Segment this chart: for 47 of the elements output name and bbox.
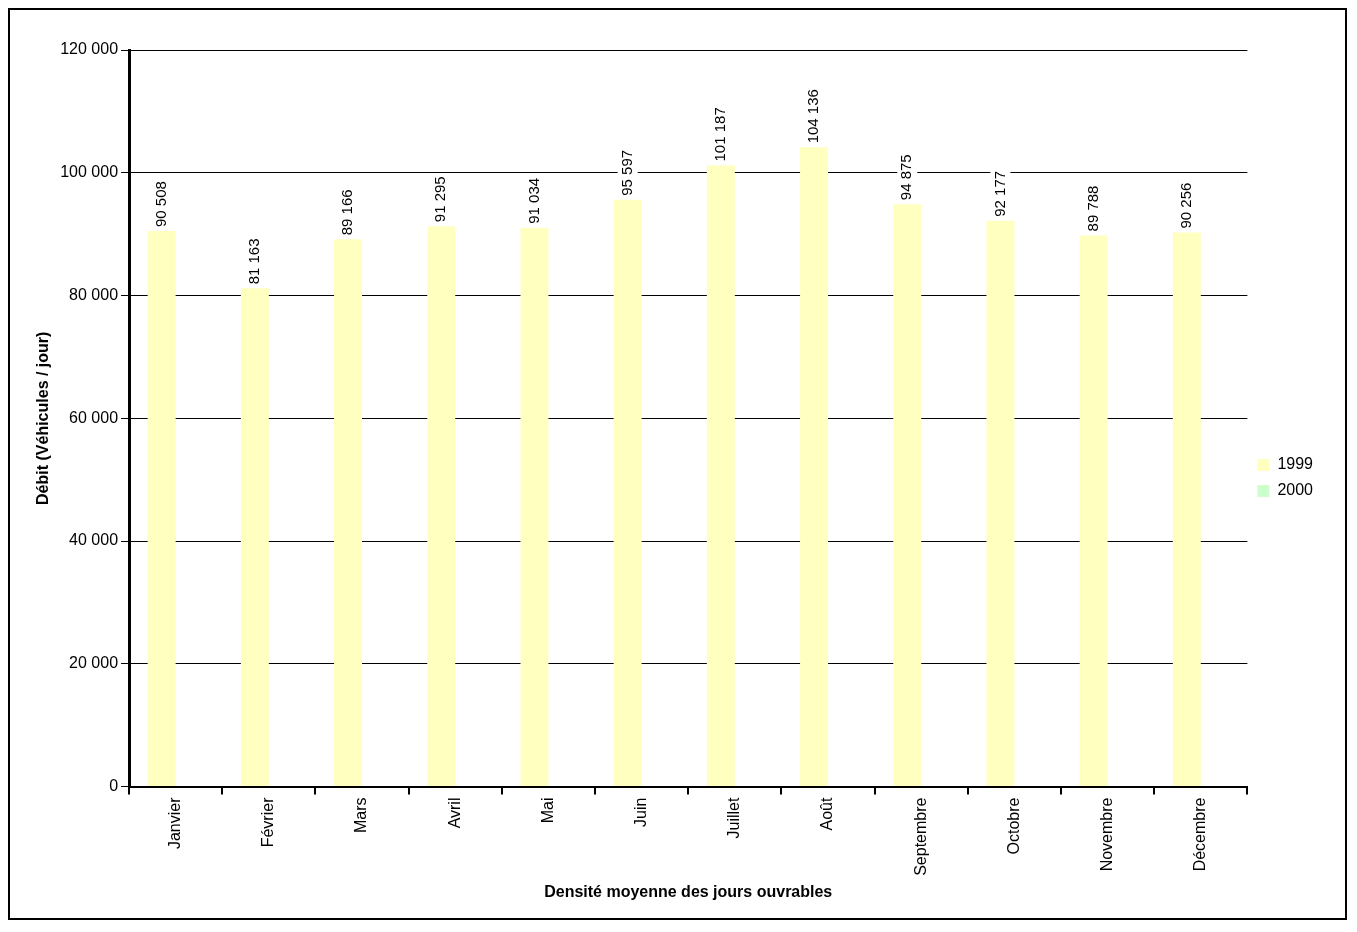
data-label: 101 187 <box>710 107 728 162</box>
bar <box>1079 235 1108 787</box>
data-label: 89 788 <box>1083 185 1101 232</box>
y-tick-label: 80 000 <box>69 285 119 303</box>
data-label: 92 177 <box>990 170 1008 217</box>
x-tick-label: Décembre <box>1191 797 1209 872</box>
bar <box>427 226 456 787</box>
x-axis-title: Densité moyenne des jours ouvrables <box>544 882 833 900</box>
bar <box>147 231 176 787</box>
data-label: 90 508 <box>151 181 169 228</box>
bar <box>893 204 922 787</box>
data-label: 104 136 <box>804 89 822 144</box>
data-label: 94 875 <box>897 154 915 201</box>
legend-label: 2000 <box>1277 481 1314 499</box>
x-tick-label: Mars <box>352 797 370 834</box>
data-label: 91 295 <box>431 176 449 223</box>
data-label: 91 034 <box>524 177 542 224</box>
x-tick-label: Novembre <box>1098 797 1116 872</box>
data-label: 89 166 <box>338 189 356 236</box>
y-tick-label: 60 000 <box>69 408 119 426</box>
y-tick-label: 100 000 <box>60 163 119 181</box>
y-tick-label: 40 000 <box>69 531 119 549</box>
x-tick-label: Avril <box>445 797 463 829</box>
x-tick-label: Octobre <box>1004 797 1022 855</box>
bar <box>613 199 642 787</box>
y-axis-title: Débit (Véhicules / jour) <box>34 331 52 505</box>
bar <box>1172 232 1201 787</box>
x-tick-label: Janvier <box>166 796 184 850</box>
x-tick-label: Février <box>259 796 277 848</box>
bar <box>800 147 829 787</box>
bar <box>986 220 1015 787</box>
data-label: 90 256 <box>1176 182 1194 229</box>
y-tick-label: 20 000 <box>69 654 119 672</box>
y-tick-label: 0 <box>109 776 119 794</box>
x-tick-label: Mai <box>538 797 556 824</box>
data-label: 95 597 <box>617 149 635 196</box>
x-tick-label: Septembre <box>911 797 929 876</box>
x-tick-label: Juin <box>632 797 650 827</box>
x-tick-label: Juillet <box>725 796 743 839</box>
bar <box>706 165 735 787</box>
bar <box>334 239 363 787</box>
y-tick-label: 120 000 <box>60 40 119 58</box>
bar <box>240 288 269 787</box>
x-tick-label: Août <box>818 796 836 831</box>
legend-label: 1999 <box>1277 455 1314 473</box>
data-label: 81 163 <box>244 238 262 285</box>
bar <box>520 227 549 787</box>
